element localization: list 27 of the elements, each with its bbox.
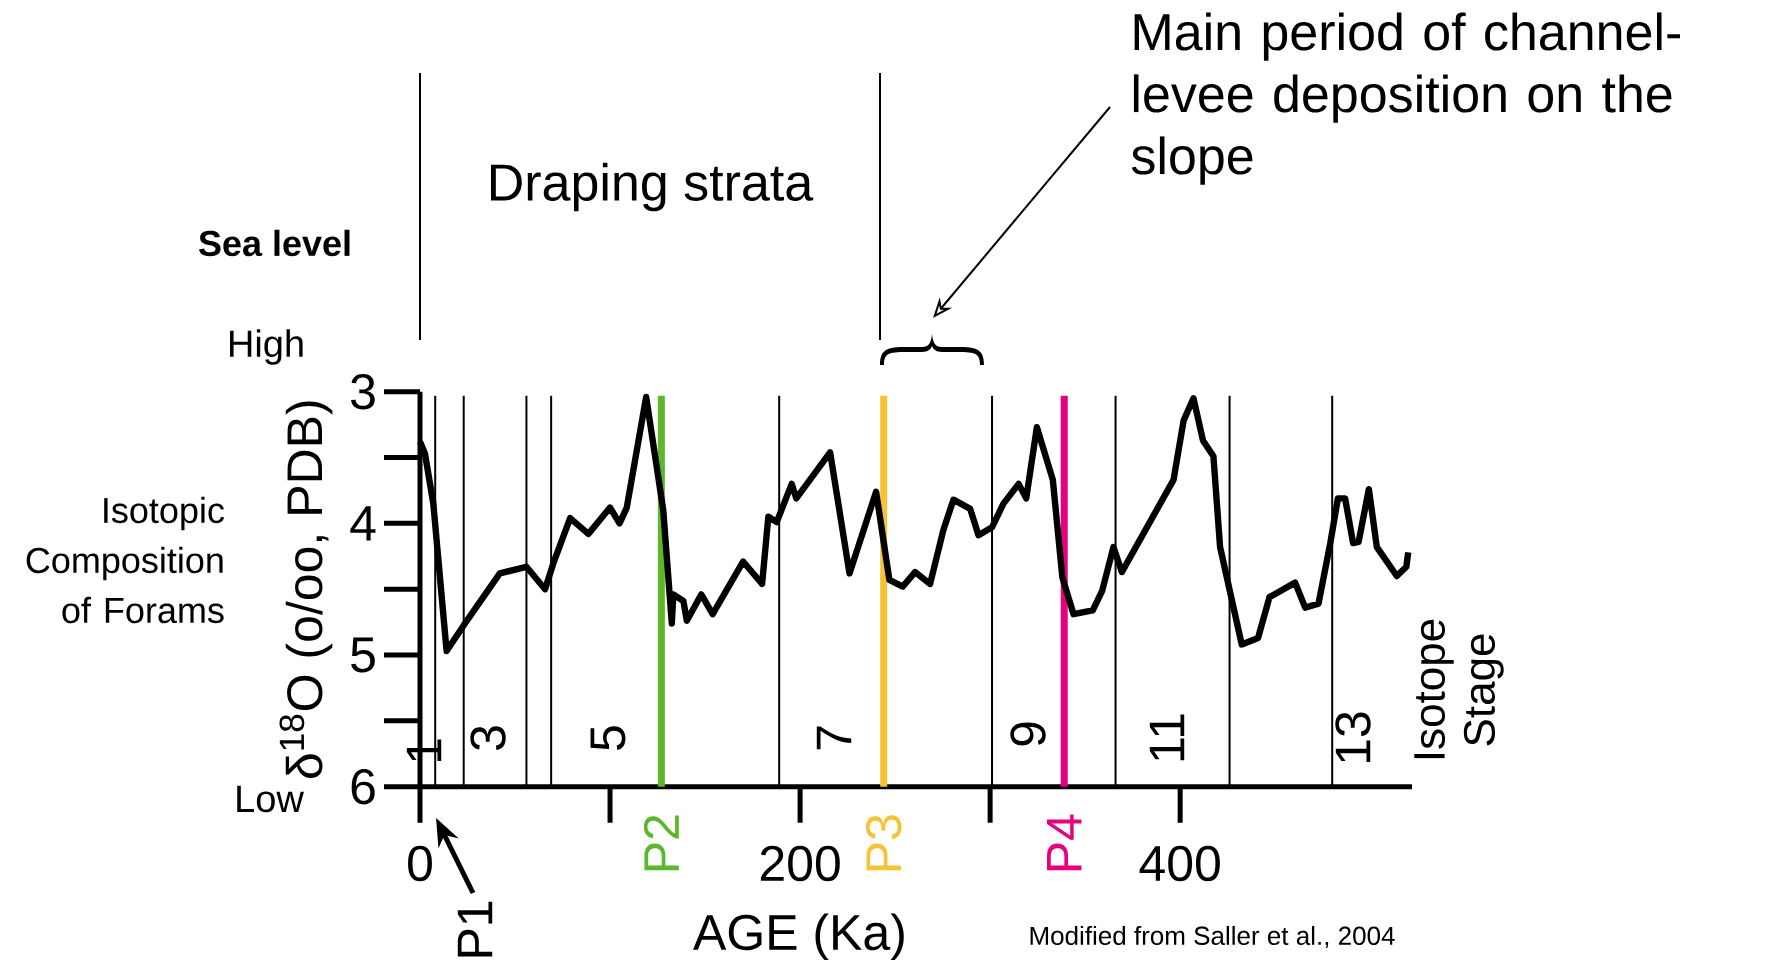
text: High	[230, 329, 303, 365]
x-tick-label: 400	[1139, 845, 1220, 882]
annotation: 13	[1335, 712, 1371, 763]
x-axis-title: AGE (Ka)	[693, 913, 904, 961]
text: Sea level	[198, 229, 350, 257]
y-tick-label: 3	[351, 374, 375, 410]
text: Isotope Stage	[1414, 619, 1504, 759]
annotation: 11	[1149, 714, 1185, 761]
text: P1	[457, 901, 493, 957]
x-tick-label: 0	[408, 845, 432, 882]
y-tick-label: 4	[350, 506, 376, 541]
y-axis-title: δ$^{18}$O (o/oo, PDB)	[279, 401, 333, 778]
text: Main period of channel-levee deposition on the slope	[1131, 12, 1681, 185]
text: Isotopic Composition of Forams	[26, 496, 224, 624]
text: Draping strata	[490, 162, 814, 212]
annotation: 3	[470, 726, 506, 750]
ref-line-label: P3	[866, 815, 902, 871]
y-tick-label: 6	[351, 769, 375, 805]
annotation: 5	[590, 726, 626, 750]
annotation: 7	[816, 726, 852, 750]
text: Low	[237, 785, 304, 813]
y-tick-label: 5	[351, 637, 375, 673]
text: Modified from Saller et al., 2004	[1030, 925, 1395, 949]
annotation: 9	[1010, 722, 1046, 746]
ref-line-label: P4	[1047, 814, 1082, 871]
ref-line-label: P2	[643, 815, 679, 871]
x-tick-label: 200	[760, 845, 840, 882]
